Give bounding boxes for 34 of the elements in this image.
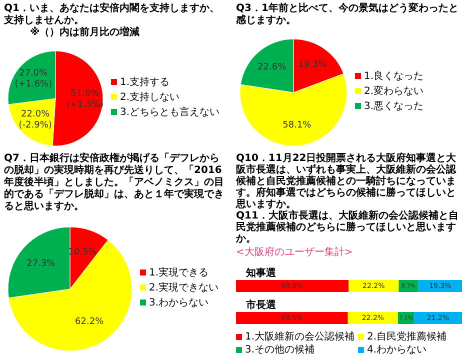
data-label: 27.0% (+1.6%) (14, 68, 52, 90)
legend-label: 3.どちらとも言えない (120, 106, 220, 118)
bar (414, 312, 462, 324)
legend-label: 1.良くなった (364, 70, 424, 82)
data-label: 62.2% (75, 318, 104, 328)
legend-label: 3.わからない (149, 298, 209, 309)
legend-label: 3.その他の候補 (245, 344, 315, 356)
legend-label: 2.実現できない (149, 282, 219, 294)
chart-title: Q3．1年前と比べて、今の景気はどう変わったと感じますか。 (235, 2, 458, 26)
legend-label: 4.わからない (367, 344, 427, 356)
legend-label: 2.変わらない (364, 85, 424, 98)
legend-label: 1.支持する (120, 76, 170, 88)
chart-title: Q7．日本銀行は安倍政権が掲げる「デフレからの脱却」の実現時期を再び先送りして、「2016年度後半頃」としました。「アベノミクス」の目的である「デフレ脱却」は、あと１年で実現できると思いますか。 (3, 152, 224, 212)
data-label: 22.0% (-2.9%) (18, 110, 52, 131)
legend-label: 3.悪くなった (364, 101, 424, 112)
data-label: 58.1% (282, 120, 312, 131)
data-label: 22.6% (258, 62, 287, 73)
chart-title: Q1．いま、あなたは安倍内閣を支持しますか、支持しませんか。 (3, 2, 220, 26)
data-label: 19.3% (298, 60, 328, 71)
legend-label: 1.大阪維新の会公認候補 (245, 330, 355, 343)
bar (236, 312, 348, 324)
bar (236, 280, 349, 292)
chart-title: Q10．11月22日投開票される大阪府知事選と大阪市長選は、いずれも事実上、大阪維新の会公認候補と自民党推薦候補との一騎討ちになっています。府知事選ではどちらの候補に勝ってほしいと思いますか。 (235, 152, 458, 210)
legend-label: 2.支持しない (120, 91, 180, 104)
annotation: <大阪府のユーザー集計> (236, 246, 353, 258)
chart-subtitle: ※（）内は前月比の増減 (30, 26, 140, 38)
legend-label: 1.実現できる (149, 266, 209, 279)
bar (348, 312, 398, 324)
bar (348, 280, 399, 292)
data-label: 27.3% (26, 259, 56, 270)
y-tick-label: 知事選 (245, 267, 277, 279)
chart-subtitle: Q11．大阪市長選は、大阪維新の会公認候補と自民党推薦候補のどちらに勝ってほしいと思いますか。 (235, 210, 458, 244)
y-tick-label: 市長選 (245, 299, 277, 311)
legend-label: 2.自民党推薦候補 (367, 330, 447, 343)
